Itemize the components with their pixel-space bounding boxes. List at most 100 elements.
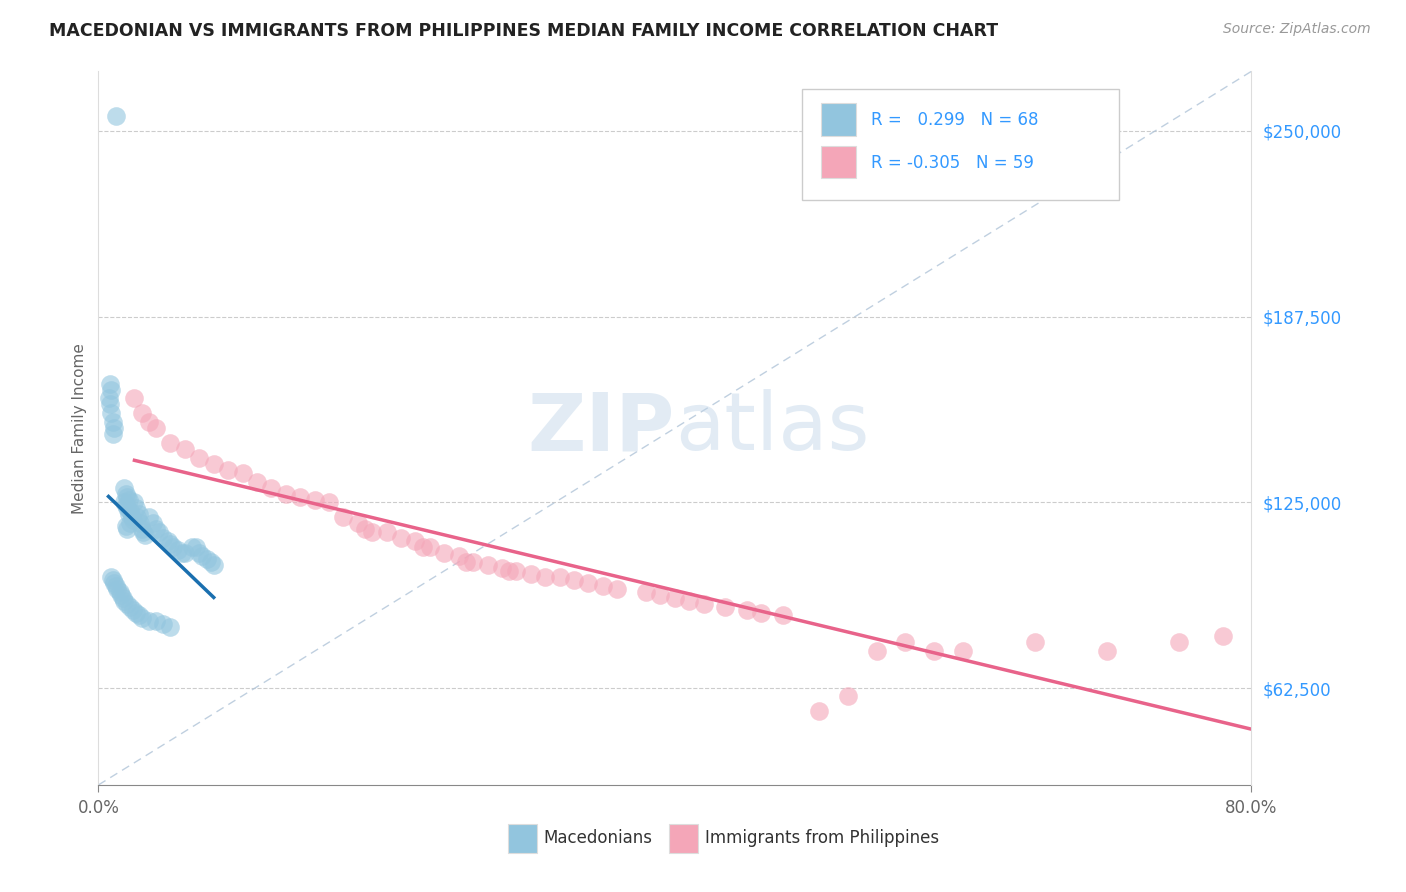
Point [120,504,142,518]
Point [405,534,427,549]
Point [117,522,139,536]
Point [433,546,456,560]
Bar [508,824,537,853]
Point [112,593,135,607]
Text: R = -0.305   N = 59: R = -0.305 N = 59 [870,153,1033,171]
Point [772,608,794,623]
Point [98,376,121,391]
Text: atlas: atlas [675,389,869,467]
Point [121,510,143,524]
Point [101,427,124,442]
Point [498,564,520,578]
Point [97,392,120,406]
Point [100,406,122,420]
Point [246,475,269,489]
Point [127,510,149,524]
Point [361,525,384,540]
Point [114,499,136,513]
Point [735,602,758,616]
Point [808,704,831,718]
Point [138,615,160,629]
Point [578,575,600,590]
Point [118,508,141,522]
Point [202,558,225,572]
Point [1024,635,1046,649]
Point [117,597,139,611]
Point [174,546,197,560]
Point [110,588,132,602]
Point [100,570,122,584]
Point [117,490,139,504]
Point [98,397,121,411]
Point [419,540,441,554]
Point [125,606,148,620]
Point [129,516,152,531]
Point [124,392,146,406]
Point [592,579,614,593]
Point [101,415,124,429]
Point [477,558,499,572]
Point [145,522,167,536]
Point [131,611,153,625]
Point [181,540,204,554]
Point [332,510,354,524]
Point [170,546,193,560]
Point [1097,644,1119,658]
Point [145,615,167,629]
Point [195,552,218,566]
Point [202,457,225,471]
Point [837,689,859,703]
Point [104,109,127,123]
Point [924,644,946,658]
Point [174,442,197,456]
Point [318,495,340,509]
Point [101,573,124,587]
Text: Immigrants from Philippines: Immigrants from Philippines [704,830,939,847]
Point [274,486,297,500]
Point [454,555,477,569]
Point [894,635,917,649]
Point [159,620,181,634]
Point [104,579,127,593]
Point [152,617,174,632]
Bar [669,824,697,853]
FancyBboxPatch shape [801,89,1119,200]
Point [105,582,128,596]
Point [491,561,513,575]
Point [108,584,131,599]
Point [142,516,165,531]
Point [114,486,136,500]
Point [112,495,135,509]
Point [534,570,557,584]
Point [217,463,239,477]
Point [131,406,153,420]
Point [866,644,889,658]
Point [548,570,571,584]
Point [290,490,312,504]
Point [188,450,211,465]
Point [636,584,658,599]
Point [131,522,153,536]
Point [128,608,150,623]
Point [693,597,716,611]
Point [304,492,326,507]
Point [159,436,181,450]
Point [125,501,148,516]
Point [952,644,974,658]
Point [650,588,672,602]
Point [505,564,527,578]
Point [166,543,188,558]
Point [100,383,122,397]
Point [152,531,174,545]
Point [461,555,484,569]
Text: MACEDONIAN VS IMMIGRANTS FROM PHILIPPINES MEDIAN FAMILY INCOME CORRELATION CHART: MACEDONIAN VS IMMIGRANTS FROM PHILIPPINE… [49,22,998,40]
Text: R =   0.299   N = 68: R = 0.299 N = 68 [870,111,1039,128]
Point [156,534,179,549]
Point [122,602,145,616]
Point [162,540,184,554]
Point [138,510,160,524]
Point [124,495,146,509]
Point [375,525,398,540]
Point [120,599,142,614]
Point [118,492,141,507]
